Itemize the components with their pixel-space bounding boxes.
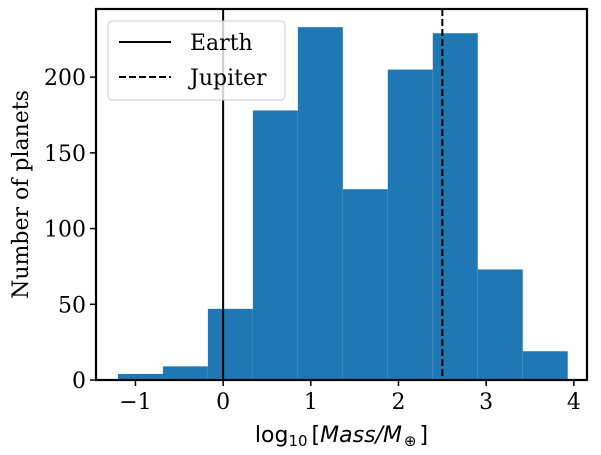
x-tick-label: 4	[567, 390, 581, 415]
legend-box	[107, 20, 286, 101]
histogram-bar	[207, 308, 253, 380]
x-tick-label: 3	[479, 390, 493, 415]
x-axis-label: log10 [Mass/M ⊕]	[255, 423, 428, 450]
x-tick-label: 2	[391, 390, 405, 415]
x-axis-label-variable: Mass/M	[320, 423, 402, 448]
y-axis-ticks: 0 50 100 150 200	[44, 66, 96, 394]
x-axis-label-open-bracket: [	[312, 423, 321, 448]
y-axis-label: Number of planets	[9, 90, 34, 299]
histogram-bar	[387, 69, 433, 381]
y-tick-label: 150	[44, 142, 86, 167]
y-tick-label: 50	[58, 293, 86, 318]
earth-legend-label: Earth	[190, 31, 253, 56]
histogram-bar	[522, 351, 568, 380]
x-axis-label-base: 10	[288, 432, 307, 450]
histogram-bar	[117, 373, 163, 380]
legend: Earth Jupiter	[107, 20, 286, 101]
y-tick-label: 0	[72, 369, 86, 394]
histogram-bar	[252, 110, 298, 380]
y-tick-label: 100	[44, 218, 86, 243]
x-tick-label: 0	[216, 390, 230, 415]
histogram-bar	[342, 189, 388, 380]
jupiter-legend-label: Jupiter	[188, 66, 267, 91]
x-axis-label-close-bracket: ]	[420, 423, 429, 448]
x-axis-label-earth-symbol: ⊕	[404, 432, 417, 450]
y-tick-label: 200	[44, 66, 86, 91]
histogram-bar	[477, 269, 523, 380]
x-axis-ticks: −1 0 1 2 3 4	[119, 380, 581, 415]
histogram-bars	[117, 27, 568, 381]
histogram-bar	[432, 33, 478, 380]
x-tick-label: 1	[304, 390, 318, 415]
histogram-bar	[297, 27, 343, 381]
histogram-bar	[162, 366, 208, 380]
x-tick-label: −1	[119, 390, 151, 415]
plot-frame	[94, 7, 589, 382]
x-axis-label-log: log	[255, 423, 289, 448]
